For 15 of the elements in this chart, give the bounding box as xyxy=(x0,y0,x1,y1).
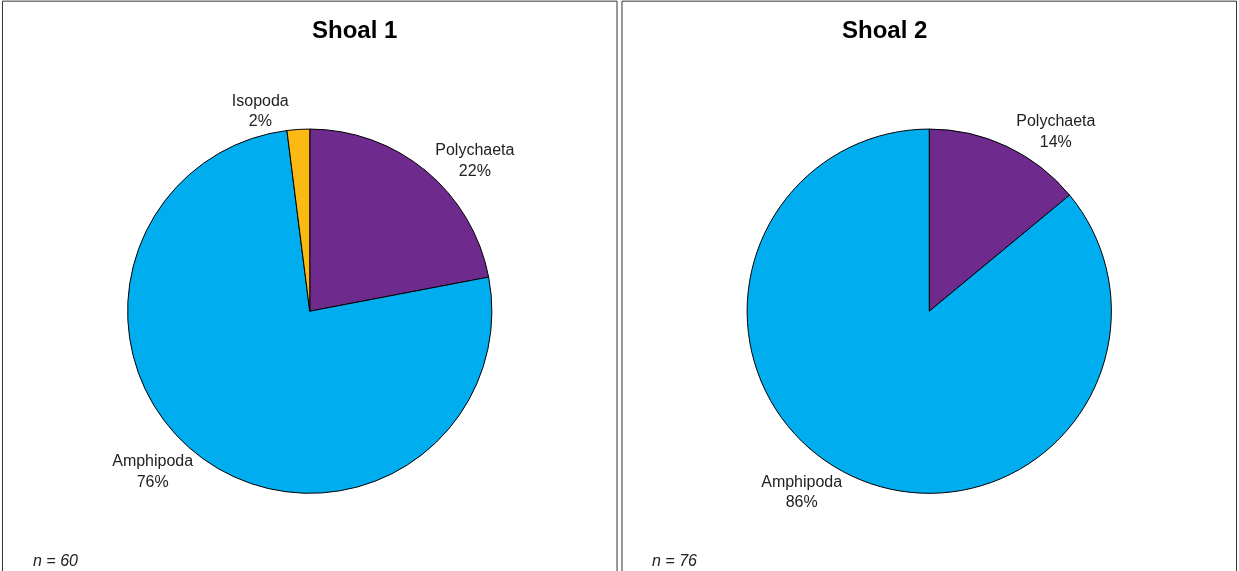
chart-title: Shoal 1 xyxy=(312,16,398,43)
text: n = 76 xyxy=(652,552,698,569)
slice-label: Polychaeta xyxy=(1016,112,1096,130)
data-label: 14% xyxy=(1039,132,1072,150)
chart-title: Shoal 2 xyxy=(842,16,928,43)
slice-label: Polychaeta xyxy=(435,140,515,158)
data-label: 86% xyxy=(785,493,818,511)
slice-label: Isopoda xyxy=(231,91,289,109)
data-label: 22% xyxy=(458,161,491,179)
pie-slice xyxy=(746,128,1112,494)
slice-label: Amphipoda xyxy=(761,472,843,490)
text: n = 60 xyxy=(33,552,79,569)
slice-label: Amphipoda xyxy=(112,452,194,470)
data-label: 76% xyxy=(136,472,169,490)
data-label: 2% xyxy=(248,112,272,130)
